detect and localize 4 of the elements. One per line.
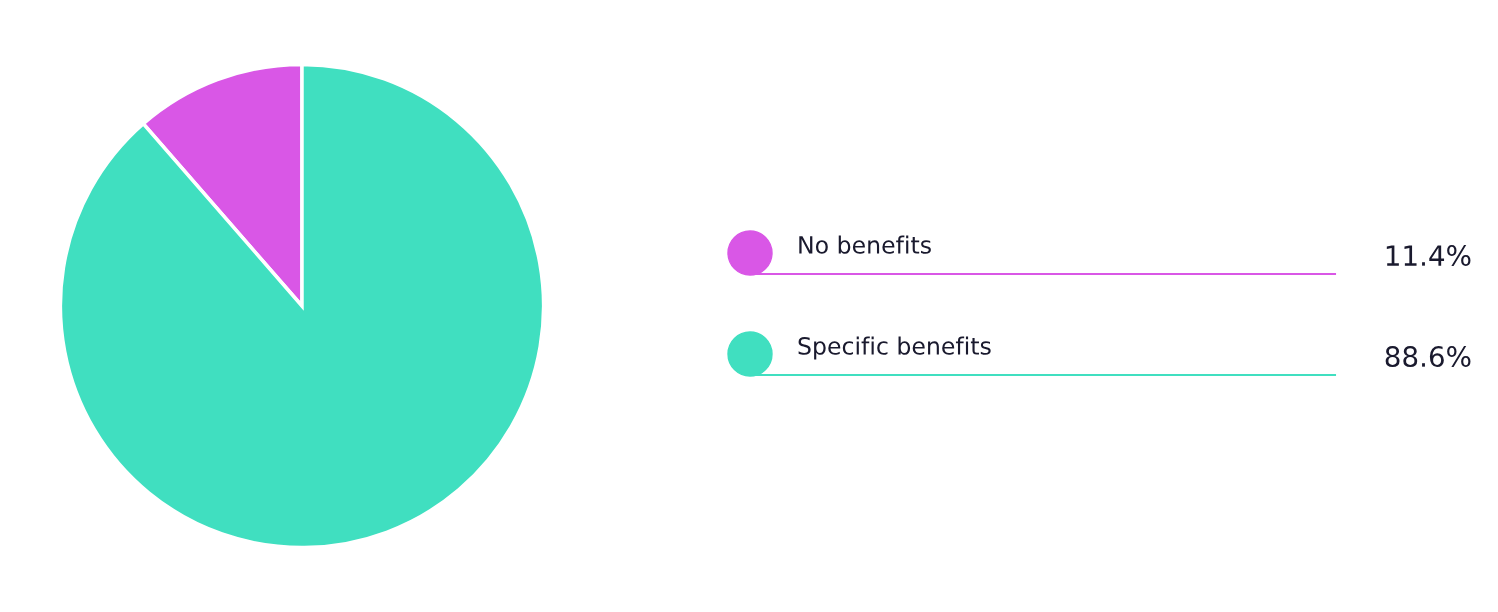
legend-label: No benefits [799, 235, 931, 254]
data-label: 88.6% [1385, 346, 1471, 368]
data-label: 11.4% [1386, 245, 1471, 267]
legend-label: Specific benefits [798, 336, 991, 360]
